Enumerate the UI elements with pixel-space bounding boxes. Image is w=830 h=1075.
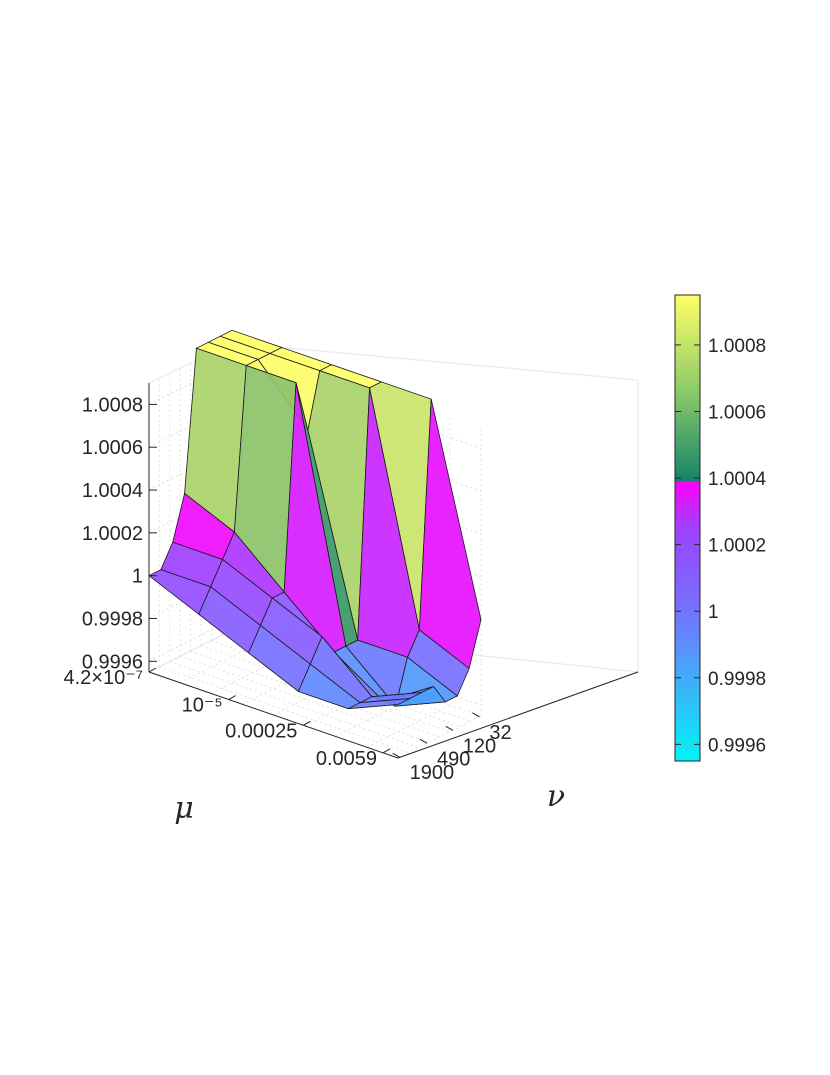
y-tick-mark	[392, 752, 400, 758]
z-tick-label: 1.0008	[82, 394, 143, 416]
y-tick-mark	[445, 725, 454, 731]
y-tick-label: 32	[489, 722, 511, 744]
y-axis-line	[397, 671, 639, 759]
y-tick-mark	[472, 712, 480, 718]
colorbar-ticks: 1.0008 1.0006 1.0004 1.0002 1 0.9998 0.9996	[675, 336, 767, 756]
z-grid-line	[148, 490, 482, 578]
y-tick-mark	[419, 738, 428, 744]
x-tick-mark	[303, 720, 311, 726]
z-grid-line	[148, 404, 482, 492]
colorbar: 1.0008 1.0006 1.0004 1.0002 1 0.9998 0.9996	[674, 294, 767, 762]
z-grid-line	[148, 575, 482, 663]
z-ticks: 0.9996 0.9998 1 1.0002 1.0004 1.0006 1.0008	[82, 394, 157, 673]
axis-lines	[148, 383, 639, 759]
colorbar-tick-label: 1.0008	[708, 336, 766, 357]
colorbar-tick-label: 1	[708, 602, 719, 623]
floor-grid-line	[366, 704, 451, 748]
x-axis-line	[148, 671, 399, 759]
floor-grid-line	[397, 715, 482, 759]
y-tick-label: 490	[437, 748, 470, 770]
z-tick-label: 0.9998	[82, 608, 143, 630]
x-tick-label: 0.0059	[316, 748, 377, 770]
y-tick-label: 1900	[410, 762, 455, 784]
colorbar-tick-label: 1.0002	[708, 536, 766, 557]
x-tick-label: 10⁻⁵	[182, 695, 223, 717]
y-tick-label: 120	[463, 735, 496, 757]
x-tick-mark	[382, 748, 391, 754]
colorbar-tick-label: 0.9998	[708, 669, 766, 690]
colorbar-tick-label: 0.9996	[708, 735, 766, 756]
colorbar-tick-label: 1.0006	[708, 403, 766, 424]
colorbar-fill	[674, 294, 701, 762]
floor-grid-line	[179, 655, 430, 743]
z-grid-line	[148, 447, 482, 535]
floor-grid-line	[211, 651, 295, 694]
x-ticks: 4.2×10⁻⁷ 10⁻⁵0.00025 0.0059	[63, 667, 391, 770]
z-tick-label: 0.9996	[82, 651, 143, 673]
z-tick-label: 1	[132, 566, 143, 588]
z-tick-label: 1.0002	[82, 523, 143, 545]
z-tick-label: 1.0006	[82, 437, 143, 459]
surface-patch	[348, 698, 411, 710]
floor-grid-line	[179, 640, 264, 684]
x-tick-mark	[148, 667, 157, 673]
floor-grid-line	[169, 661, 419, 748]
y-axis-label: ν	[547, 779, 565, 814]
colorbar-tick-label: 1.0004	[708, 469, 767, 490]
floor-grid-line	[335, 694, 419, 737]
z-tick-label: 1.0004	[82, 480, 143, 502]
z-grid-line	[148, 361, 482, 449]
z-grid-line	[148, 618, 482, 706]
floor-grid-line	[148, 629, 233, 673]
x-tick-label: 0.00025	[225, 720, 297, 742]
floor-grid-line	[242, 661, 326, 705]
surface	[148, 329, 482, 710]
x-tick-label: 4.2×10⁻⁷	[63, 667, 143, 689]
x-axis-label: μ	[174, 791, 194, 826]
x-tick-mark	[228, 695, 236, 700]
